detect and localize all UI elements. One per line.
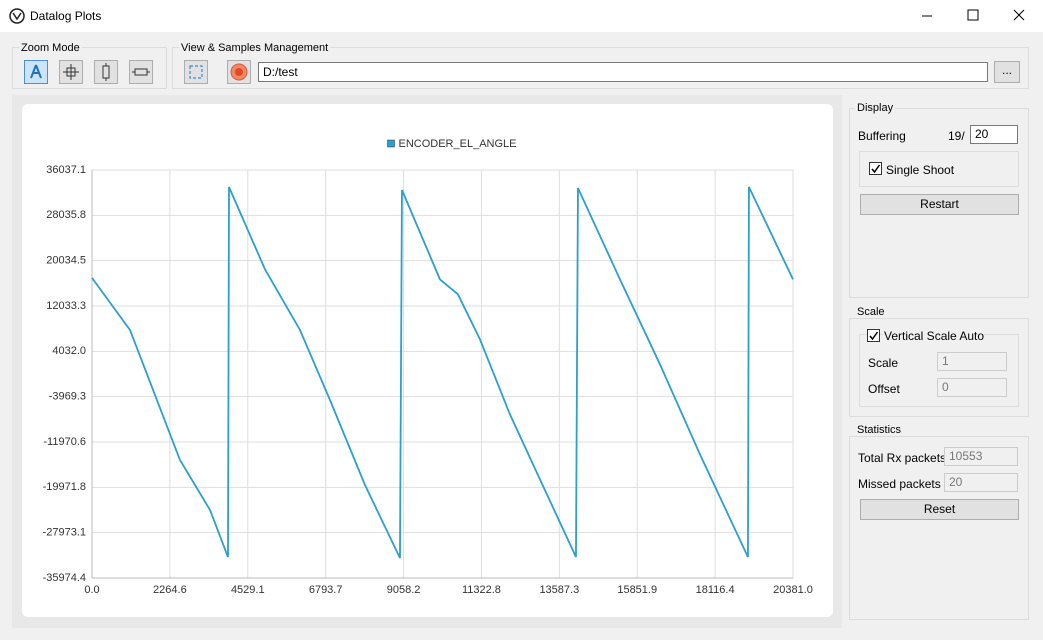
label: 19/ [948, 129, 965, 143]
browse-button[interactable]: ... [994, 61, 1020, 83]
checkbox[interactable] [869, 162, 882, 175]
title-bar: Datalog Plots [0, 0, 1043, 32]
y-tick-label: -27973.1 [43, 527, 86, 539]
legend-label: ENCODER_EL_ANGLE [399, 138, 517, 150]
group-label: Display [855, 102, 896, 114]
zoom-mode-group [12, 47, 167, 89]
y-tick-label: 4032.0 [52, 345, 86, 357]
checkbox-label: Vertical Scale Auto [884, 329, 985, 343]
y-tick-label: 20034.5 [46, 255, 86, 267]
legend-swatch [387, 139, 395, 148]
y-tick-label: -19971.8 [43, 481, 86, 493]
group-label: View & Samples Management [179, 42, 331, 54]
x-tick-label: 11322.8 [462, 584, 501, 596]
zoom-horizontal-button[interactable] [129, 60, 153, 84]
statistics-group [849, 436, 1029, 620]
group-label: Statistics [855, 424, 904, 436]
checkbox-frame [859, 151, 1019, 187]
label: Missed packets [858, 477, 941, 491]
window-title: Datalog Plots [30, 9, 102, 23]
x-tick-label: 0.0 [84, 584, 99, 596]
zoom-auto-button[interactable] [24, 60, 48, 84]
zoom-vertical-button[interactable] [94, 60, 118, 84]
label: Total Rx packets [858, 451, 947, 465]
window-controls[interactable] [910, 0, 1043, 32]
x-tick-label: 13587.3 [539, 584, 579, 596]
x-tick-label: 6793.7 [309, 584, 343, 596]
y-tick-label: 36037.1 [46, 164, 86, 176]
display-group [849, 108, 1029, 298]
x-tick-label: 4529.1 [231, 584, 265, 596]
record-button[interactable] [227, 60, 251, 84]
view-group [172, 47, 1029, 89]
label: Buffering [858, 129, 906, 143]
y-tick-label: -3969.3 [49, 391, 86, 403]
scale-input[interactable]: 1 [937, 352, 1007, 371]
missed-field: 20 [944, 473, 1018, 492]
buffer-size-input[interactable]: 20 [970, 125, 1018, 144]
y-tick-label: -11970.6 [43, 436, 86, 448]
zoom-both-button[interactable] [59, 60, 83, 84]
path-input[interactable]: D:/test [258, 62, 988, 82]
checkbox-label: Single Shoot [886, 163, 955, 177]
chart: -35974.4 -27973.1 -19971.8 -11970.6 -3969.3 4… [22, 104, 833, 617]
label: Offset [868, 382, 900, 396]
app-icon [9, 8, 25, 24]
reset-button[interactable]: Reset [860, 499, 1019, 520]
group-label: Scale [855, 306, 887, 318]
x-tick-label: 18116.4 [696, 584, 735, 596]
x-tick-label: 2264.6 [153, 584, 187, 596]
checkbox[interactable] [867, 329, 880, 342]
total-rx-field: 10553 [944, 447, 1018, 466]
x-tick-label: 9058.2 [387, 584, 421, 596]
restart-button[interactable]: Restart [860, 194, 1019, 215]
scale-group [849, 318, 1029, 417]
label: Scale [868, 356, 899, 370]
x-tick-label: 20381.0 [773, 584, 813, 596]
y-tick-label: 28035.8 [46, 209, 86, 221]
offset-input[interactable]: 0 [937, 378, 1007, 397]
data-line [91, 186, 794, 559]
x-tick-label: 15851.9 [617, 584, 657, 596]
group-label: Zoom Mode [19, 42, 82, 54]
y-tick-label: -35974.4 [43, 572, 86, 584]
fit-view-button[interactable] [184, 60, 208, 84]
y-tick-label: 12033.3 [46, 300, 86, 312]
